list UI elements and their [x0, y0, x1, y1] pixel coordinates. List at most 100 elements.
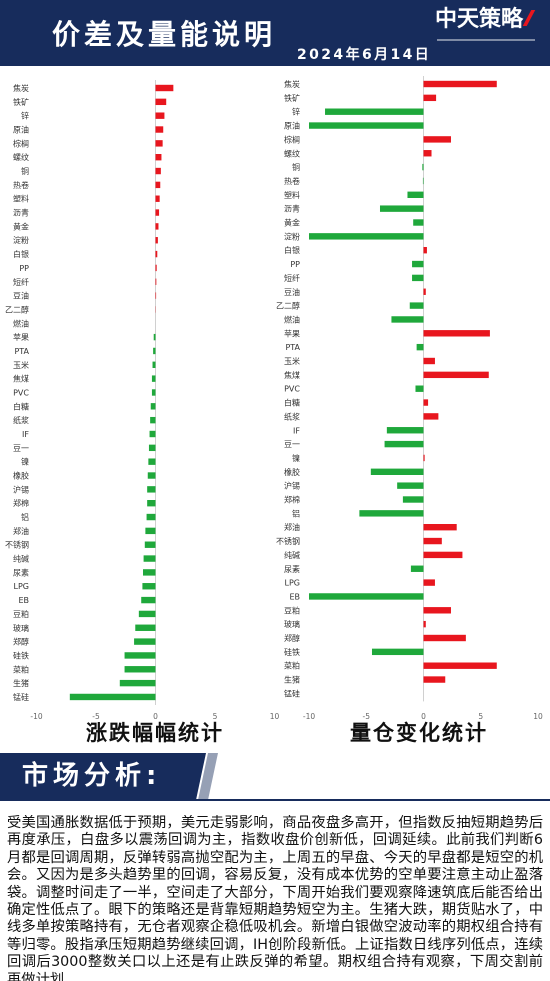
bar-positive: [155, 292, 157, 299]
category-label: 玻璃: [284, 619, 300, 629]
bar-positive: [423, 413, 439, 420]
x-tick-label: -10: [30, 712, 42, 721]
category-label: 郑棉: [284, 495, 300, 505]
category-label: IF: [22, 430, 29, 439]
x-tick-label: 10: [533, 712, 543, 721]
category-label: 白银: [13, 249, 29, 259]
category-label: 尿素: [13, 567, 29, 577]
logo-tagline-bar: [437, 39, 535, 41]
bar-negative: [148, 444, 156, 452]
category-label: 豆粕: [284, 605, 300, 615]
category-label: 铜: [21, 166, 29, 176]
category-label: PTA: [14, 347, 29, 356]
category-label: 棕榈: [284, 134, 300, 144]
category-label: 纸浆: [13, 415, 29, 425]
category-label: PP: [19, 264, 29, 273]
category-label: 玉米: [284, 356, 300, 366]
category-label: 热卷: [13, 180, 29, 190]
category-label: 豆一: [13, 444, 29, 453]
bar-positive: [423, 676, 446, 683]
x-tick-label: 0: [153, 712, 158, 721]
bar-negative: [124, 666, 156, 673]
bar-positive: [155, 223, 159, 230]
category-label: 锌: [21, 111, 29, 121]
bar-negative: [415, 385, 424, 392]
category-label: 玻璃: [13, 623, 29, 633]
analysis-paragraph: 受美国通胀数据低于预期，美元走弱影响，商品夜盘多高开，但指数反抽短期趋势后再度承…: [7, 815, 543, 981]
bar-negative: [359, 510, 424, 517]
bar-negative: [371, 648, 424, 656]
category-label: 郑油: [284, 522, 300, 532]
bar-negative: [138, 610, 156, 618]
bar-negative: [149, 430, 156, 438]
bar-negative: [143, 555, 156, 562]
category-label: 硅铁: [284, 647, 300, 657]
category-label: 沪锡: [284, 481, 300, 491]
category-label: 淀粉: [13, 235, 29, 245]
bar-negative: [153, 333, 156, 341]
category-label: 铝: [21, 512, 29, 522]
bar-negative: [413, 219, 424, 226]
category-label: 燃油: [284, 314, 300, 324]
section-tab: [0, 753, 206, 800]
bar-positive: [155, 98, 167, 106]
bar-negative: [147, 486, 156, 493]
section-heading: 市场分析:: [22, 761, 162, 791]
category-label: 焦煤: [13, 374, 29, 384]
x-tick-label: 10: [270, 712, 280, 721]
category-label: 玉米: [13, 360, 29, 370]
category-label: 锰硅: [284, 688, 300, 698]
bar-negative: [135, 624, 156, 631]
category-label: 铁矿: [284, 93, 300, 103]
bar-negative: [309, 122, 424, 129]
bar-negative: [143, 569, 156, 576]
bar-negative: [379, 205, 424, 212]
bar-negative: [148, 458, 156, 465]
category-label: 豆粕: [13, 609, 29, 619]
bar-positive: [155, 84, 174, 92]
category-label: 乙二醇: [5, 304, 29, 314]
bar-negative: [309, 233, 424, 240]
bar-negative: [124, 652, 156, 659]
category-label: 锰硅: [13, 692, 29, 702]
category-label: PVC: [284, 385, 300, 394]
category-label: 铜: [292, 162, 300, 172]
bar-positive: [155, 112, 165, 119]
bar-negative: [370, 468, 424, 475]
x-tick-label: 0: [421, 712, 426, 721]
category-label: 硅铁: [13, 650, 29, 660]
bar-positive: [423, 524, 457, 531]
bar-positive: [155, 140, 163, 147]
page-title: 价差及量能说明: [52, 18, 277, 51]
category-label: 镍: [292, 453, 300, 463]
bar-negative: [69, 693, 156, 701]
category-label: 淀粉: [284, 231, 300, 241]
category-label: 豆油: [284, 287, 300, 297]
bar-negative: [146, 513, 156, 521]
category-label: IF: [293, 426, 300, 435]
bar-negative: [153, 347, 156, 355]
category-label: 苹果: [13, 332, 29, 342]
chart-title-price-change: 涨跌幅幅统计: [86, 721, 224, 745]
bar-positive: [423, 607, 451, 614]
category-label: 郑醇: [13, 637, 29, 647]
bar-negative: [145, 527, 156, 535]
category-label: 生猪: [284, 675, 300, 685]
category-label: 郑棉: [13, 498, 29, 508]
category-label: 尿素: [284, 564, 300, 574]
header-banner: 价差及量能说明 2024年6月14日 中天策略: [0, 0, 550, 66]
category-label: 原油: [284, 121, 300, 131]
bar-negative: [150, 403, 156, 410]
bar-positive: [155, 250, 158, 258]
bar-negative: [147, 500, 156, 507]
category-label: LPG: [285, 579, 300, 588]
category-label: 镍: [21, 457, 29, 467]
category-label: 郑油: [13, 526, 29, 536]
bar-positive: [423, 579, 435, 586]
bar-positive: [155, 195, 160, 202]
bar-negative: [384, 440, 424, 448]
bar-positive: [423, 357, 435, 365]
category-label: 沥青: [13, 208, 29, 218]
bar-positive: [423, 330, 490, 337]
